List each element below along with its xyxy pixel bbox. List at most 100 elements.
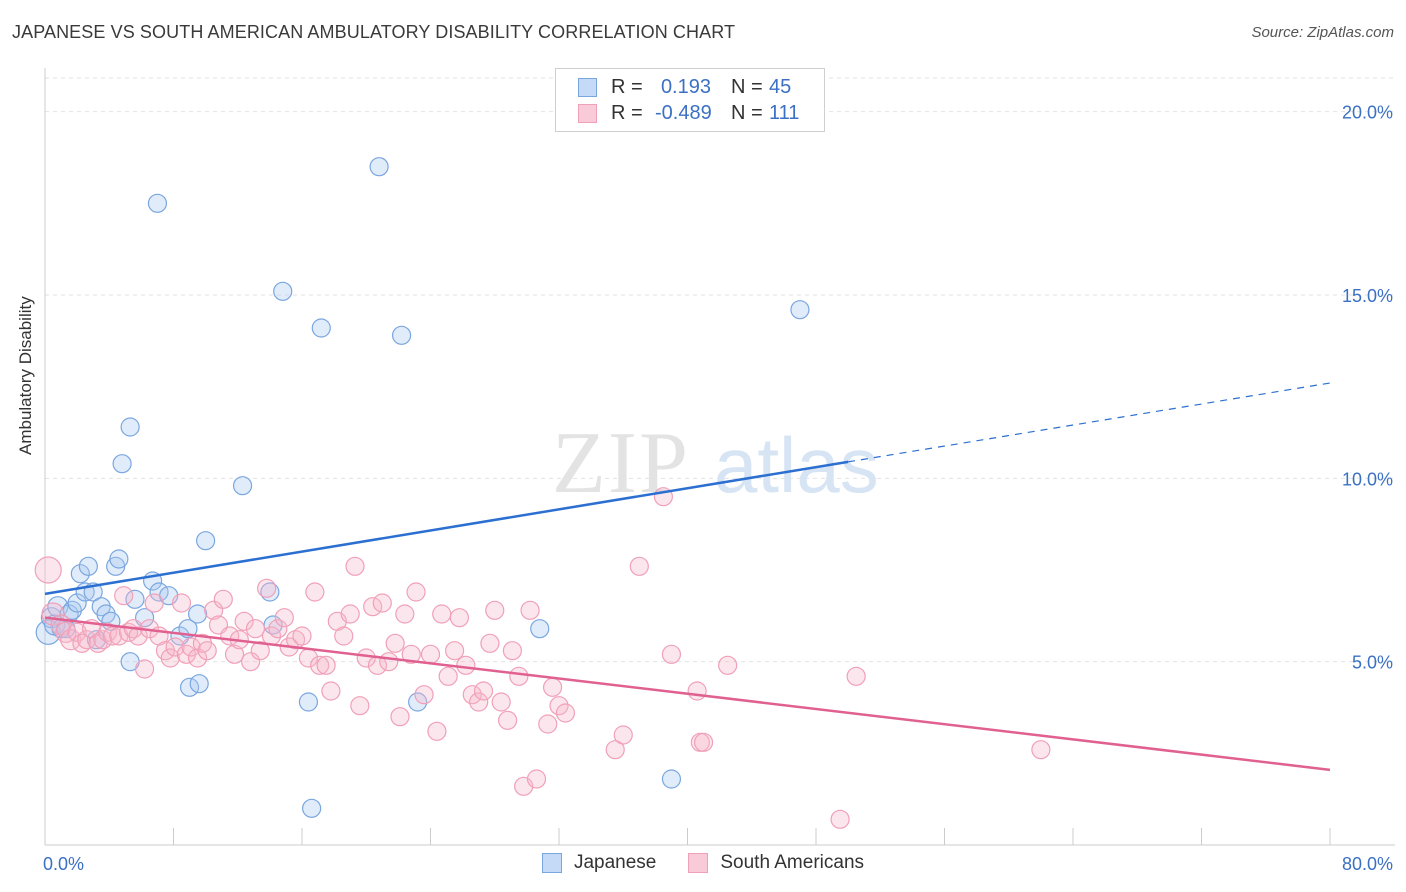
south-americans-point: [456, 655, 476, 675]
south-americans-point: [67, 622, 87, 642]
south-americans-point: [687, 681, 707, 701]
south-americans-point: [498, 710, 518, 730]
south-americans-point: [473, 681, 494, 701]
japanese-point: [189, 674, 209, 694]
south-americans-point: [128, 626, 148, 646]
y-tick-label: 20.0%: [1342, 103, 1393, 123]
south-americans-point: [187, 648, 208, 668]
south-americans-point: [321, 681, 341, 701]
legend-label-japanese: Japanese: [573, 852, 657, 873]
japanese-point: [298, 692, 319, 712]
japanese-point: [67, 593, 87, 613]
south-americans-point: [171, 593, 192, 613]
japanese-point: [78, 556, 98, 576]
south-americans-point: [406, 582, 426, 602]
south-americans-point: [285, 630, 306, 650]
watermark-atlas: atlas: [714, 421, 879, 509]
axes: [44, 68, 1395, 846]
south-americans-point: [160, 648, 180, 668]
south-americans-point: [613, 725, 633, 745]
japanese-point: [196, 531, 216, 551]
south-americans-point: [432, 604, 452, 624]
south-americans-point: [310, 655, 330, 675]
south-americans-point: [693, 732, 714, 752]
trend-lines: [44, 382, 1331, 772]
correlation-legend: R = 0.193 N = 45 R = -0.489 N = 111: [555, 68, 825, 132]
japanese-point: [149, 582, 169, 602]
south-americans-point: [165, 637, 185, 657]
south-americans-point: [379, 652, 399, 672]
japanese-point: [391, 325, 412, 345]
south-americans-point: [60, 629, 82, 651]
legend-n-label: N =: [731, 101, 763, 124]
japanese-point: [273, 281, 293, 301]
south-americans-point: [509, 666, 529, 686]
japanese-point: [408, 692, 428, 712]
south-americans-point: [502, 641, 523, 661]
japanese-point: [187, 604, 208, 624]
grid-lines: [45, 77, 1395, 663]
south-americans-point: [414, 685, 434, 705]
south-americans-point: [241, 652, 261, 672]
south-americans-point: [491, 692, 511, 712]
south-americans-point: [345, 556, 365, 576]
south-americans-point: [292, 626, 312, 646]
south-americans-point: [316, 655, 336, 675]
south-americans-point: [334, 626, 354, 646]
south-americans-point: [462, 685, 482, 705]
japanese-point: [369, 157, 389, 177]
south-americans-point: [520, 600, 540, 620]
south-americans-point: [181, 637, 201, 657]
south-americans-point: [385, 633, 405, 653]
south-americans-point: [134, 659, 155, 679]
south-americans-point: [274, 608, 294, 628]
south-americans-point: [438, 666, 458, 686]
south-americans-point: [449, 608, 470, 628]
south-americans-point: [830, 809, 850, 829]
legend-item-south-americans[interactable]: South Americans: [688, 852, 864, 874]
south-americans-point: [197, 641, 217, 661]
japanese-point: [109, 549, 129, 569]
series-points: [34, 157, 1051, 829]
south-americans-point: [144, 593, 164, 613]
legend-r-value: 0.193: [660, 75, 711, 98]
legend-r-label: R =: [611, 101, 643, 124]
x-tick-label-max: 80.0%: [1342, 854, 1393, 874]
y-tick-label: 5.0%: [1352, 653, 1393, 673]
legend-n-label: N =: [731, 75, 763, 98]
series-legend: Japanese South Americans: [0, 852, 1406, 874]
south-americans-point: [549, 696, 569, 716]
legend-row-south-americans: R = -0.489 N = 111: [578, 100, 799, 126]
south-americans-point: [401, 644, 421, 664]
japanese-point: [260, 582, 280, 602]
south-americans-point: [485, 600, 505, 620]
chart-source: Source: ZipAtlas.com: [1251, 24, 1394, 41]
south-americans-point: [390, 707, 410, 727]
south-americans-point: [555, 703, 576, 723]
legend-item-japanese[interactable]: Japanese: [541, 852, 657, 874]
legend-r-value: -0.489: [655, 101, 712, 124]
japanese-point: [179, 677, 200, 697]
japanese-trend-line: [44, 460, 849, 596]
legend-r-label: R =: [611, 75, 643, 98]
legend-swatch-south-americans: [688, 853, 709, 873]
japanese-point: [112, 454, 132, 474]
south-americans-point: [34, 556, 62, 584]
south-americans-point: [395, 604, 415, 624]
legend-swatch-south-americans: [578, 103, 597, 123]
south-americans-point: [350, 696, 370, 716]
south-americans-point: [538, 714, 558, 734]
japanese-point: [790, 300, 810, 320]
south-americans-point: [268, 619, 288, 639]
south-americans-point: [363, 597, 383, 617]
japanese-point: [311, 318, 331, 338]
japanese-trend-extension: [848, 382, 1331, 463]
japanese-point: [70, 564, 90, 584]
y-axis-label: Ambulatory Disability: [16, 296, 35, 455]
south-americans-point: [526, 769, 547, 789]
south-americans-point: [234, 611, 254, 631]
south-americans-trend-line: [44, 616, 1331, 772]
south-americans-point: [340, 604, 360, 624]
south-americans-point: [372, 593, 392, 613]
